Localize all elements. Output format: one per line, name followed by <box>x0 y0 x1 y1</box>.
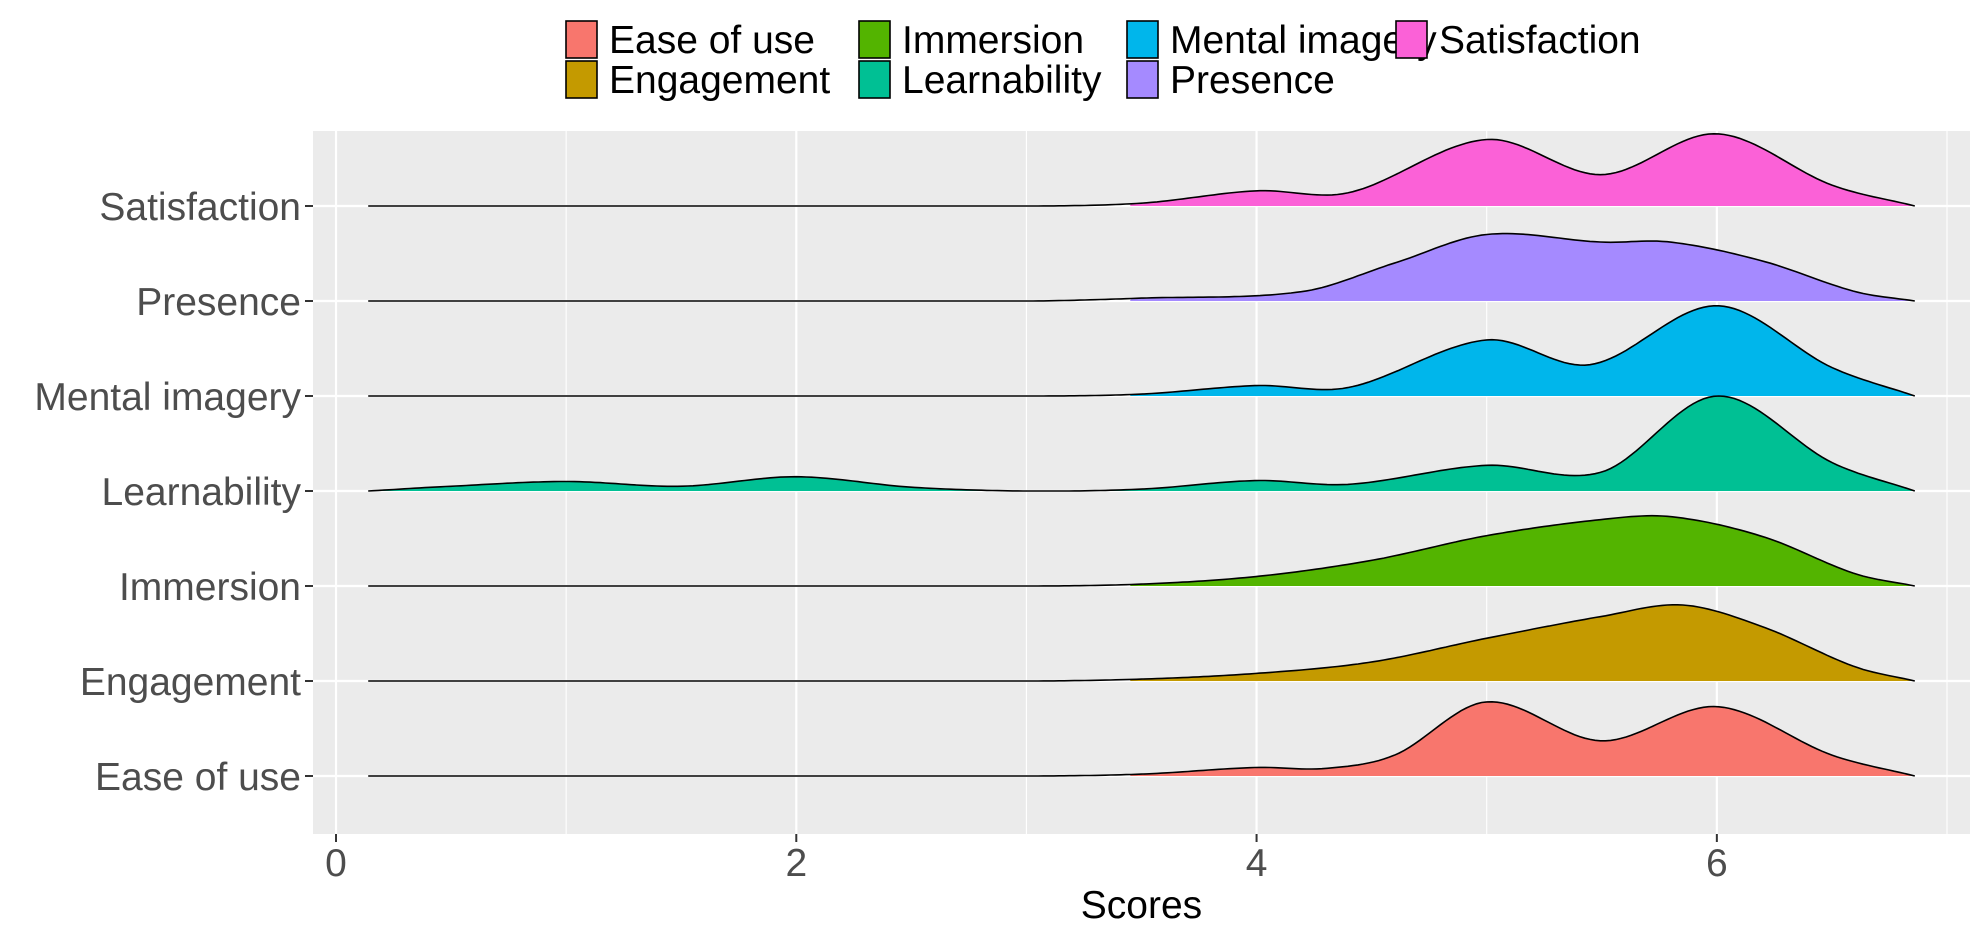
ridge-immersion <box>368 514 1915 587</box>
legend-label: Presence <box>1170 59 1335 102</box>
legend-label: Ease of use <box>609 19 815 62</box>
legend-swatch <box>1126 20 1159 59</box>
legend-swatch <box>1126 60 1159 99</box>
ridge-line-ease-of-use <box>368 700 1915 777</box>
legend-item-ease-of-use: Ease of use <box>565 19 815 62</box>
ridge-line-engagement <box>368 604 1915 682</box>
ridge-line-learnability <box>368 395 1916 492</box>
legend-swatch <box>858 60 891 99</box>
legend-label: Satisfaction <box>1439 19 1641 62</box>
ridge-fill-ease-of-use <box>1130 701 1915 776</box>
legend-item-presence: Presence <box>1126 59 1335 102</box>
legend-label: Immersion <box>902 19 1084 62</box>
y-tick-label: Mental imagery <box>34 376 301 419</box>
y-tick-label: Ease of use <box>95 756 301 799</box>
ridge-fill-learnability <box>368 396 1915 491</box>
legend-swatch <box>858 20 891 59</box>
ridge-fill-satisfaction <box>1130 133 1915 206</box>
legend-label: Mental imagery <box>1170 19 1437 62</box>
ridge-ease-of-use <box>368 700 1915 777</box>
legend-item-mental-imagery: Mental imagery <box>1126 19 1437 62</box>
ridge-engagement <box>368 604 1915 682</box>
ridge-mental-imagery <box>368 305 1916 397</box>
legend-swatch <box>565 60 598 99</box>
ridge-fill-engagement <box>1130 604 1915 681</box>
x-tick-label: 0 <box>325 842 347 885</box>
legend-label: Learnability <box>902 59 1102 102</box>
legend-label: Engagement <box>609 59 830 102</box>
legend-swatch <box>565 20 598 59</box>
ridge-satisfaction <box>368 132 1915 207</box>
y-tick-label: Presence <box>136 281 301 324</box>
legend-item-engagement: Engagement <box>565 59 830 102</box>
x-tick-label: 6 <box>1706 842 1728 885</box>
x-tick-label: 2 <box>785 842 807 885</box>
ridges <box>368 132 1916 777</box>
legend-item-learnability: Learnability <box>858 59 1102 102</box>
x-axis: 0 2 4 6 <box>325 834 1728 885</box>
y-tick-label: Learnability <box>102 471 302 514</box>
y-tick-label: Satisfaction <box>99 186 301 229</box>
x-axis-title: Scores <box>1081 884 1202 927</box>
ridge-line-satisfaction <box>368 132 1915 207</box>
ridge-line-immersion <box>368 514 1915 587</box>
ridge-fill-mental-imagery <box>1130 305 1915 396</box>
legend-item-immersion: Immersion <box>858 19 1084 62</box>
legend-item-satisfaction: Satisfaction <box>1395 19 1641 62</box>
y-axis: Ease of use Engagement Immersion Learnabili… <box>34 186 313 799</box>
ridge-learnability <box>368 395 1916 492</box>
y-tick-label: Engagement <box>80 661 301 704</box>
ridge-line-presence <box>368 232 1915 302</box>
ridge-presence <box>368 232 1915 302</box>
ridge-line-mental-imagery <box>368 305 1916 397</box>
x-tick-label: 4 <box>1246 842 1268 885</box>
legend-swatch <box>1395 20 1428 59</box>
y-tick-label: Immersion <box>119 566 301 609</box>
